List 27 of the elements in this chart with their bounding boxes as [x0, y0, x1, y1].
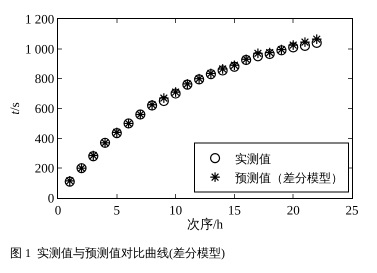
point	[312, 38, 322, 48]
point	[158, 96, 169, 106]
point	[252, 51, 264, 62]
y-tick-label: 800	[34, 71, 54, 86]
point	[288, 40, 299, 50]
point	[252, 48, 264, 59]
point	[158, 92, 170, 104]
point	[288, 42, 298, 52]
x-tick-label: 5	[114, 202, 120, 218]
y-tick-label: 1 200	[25, 12, 54, 27]
y-tick-label: 200	[34, 160, 54, 176]
caption: 图 1 实测值与预测值对比曲线(差分模型)	[10, 246, 225, 260]
legend-label: 预测值（差分模型）	[235, 170, 344, 185]
y-tick-label: 600	[34, 101, 54, 116]
point	[300, 36, 310, 48]
x-tick-label: 20	[286, 202, 300, 218]
x-tick-label: 25	[346, 202, 358, 218]
x-tick-label: 10	[169, 202, 182, 218]
point	[300, 40, 310, 51]
legend-label: 实测值	[235, 152, 272, 166]
x-tick-label: 15	[228, 202, 241, 218]
y-axis-title: t/s	[7, 102, 22, 115]
point	[311, 34, 322, 45]
y-tick-label: 1 000	[25, 41, 54, 56]
y-tick-label: 0	[48, 190, 54, 206]
y-tick-label: 400	[34, 130, 54, 146]
x-axis-title: 次序/h	[186, 216, 224, 232]
